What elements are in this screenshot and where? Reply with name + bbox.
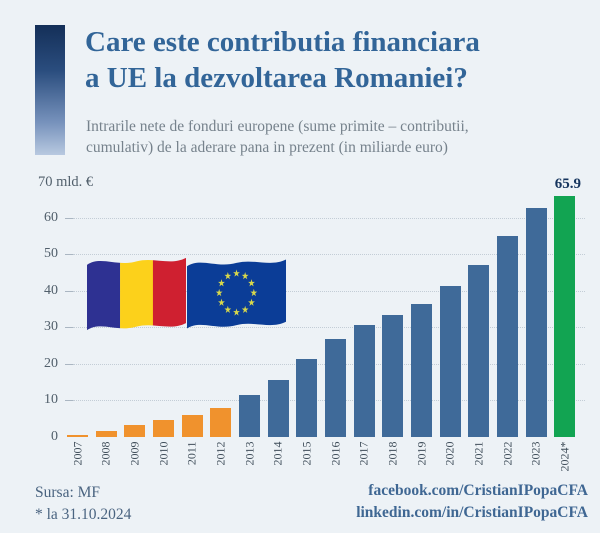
y-tick-label: 30 bbox=[44, 319, 58, 335]
x-tick-label: 2019 bbox=[414, 441, 428, 466]
x-tick-label: 2011 bbox=[184, 441, 199, 466]
x-tick-label: 2016 bbox=[328, 441, 342, 466]
accent-gradient-bar bbox=[35, 25, 65, 155]
facebook-link[interactable]: facebook.com/CristianIPopaCFA bbox=[368, 482, 588, 499]
bar-value-label: 65.9 bbox=[554, 175, 581, 192]
bar-2023 bbox=[525, 207, 547, 437]
y-tick-label: 40 bbox=[44, 282, 58, 298]
bar-2008 bbox=[95, 430, 117, 437]
bar-2013 bbox=[239, 394, 260, 437]
bar-2011 bbox=[181, 415, 203, 437]
y-tick-label: 60 bbox=[44, 209, 58, 225]
y-gridline-tick bbox=[65, 217, 73, 219]
subtitle-line-2: cumulativ) de la aderare pana in prezent… bbox=[86, 139, 448, 156]
bar-2017 bbox=[353, 325, 375, 437]
y-gridline-tick bbox=[65, 363, 73, 365]
y-gridline bbox=[73, 290, 585, 292]
bar-2014 bbox=[267, 379, 289, 437]
x-tick-label: 2007 bbox=[70, 441, 84, 466]
page-title: Care este contributia financiara a UE la… bbox=[85, 24, 590, 96]
x-tick-label: 2021 bbox=[471, 441, 486, 466]
linkedin-link[interactable]: linkedin.com/in/CristianIPopaCFA bbox=[356, 504, 588, 521]
y-gridline bbox=[73, 327, 585, 329]
bar-2009 bbox=[124, 424, 146, 437]
bar-2016 bbox=[325, 339, 346, 437]
x-tick-label: 2024* bbox=[557, 441, 572, 472]
bar-2019 bbox=[411, 303, 432, 437]
subtitle-line-1: Intrarile nete de fonduri europene (sume… bbox=[86, 118, 469, 135]
bar-2021 bbox=[468, 265, 490, 437]
asterisk-note: * la 31.10.2024 bbox=[35, 506, 132, 523]
bar-2012 bbox=[210, 407, 232, 437]
title-line-1: Care este contributia financiara bbox=[85, 26, 480, 58]
x-tick-label: 2022 bbox=[500, 441, 514, 466]
y-tick-label: 10 bbox=[44, 392, 58, 408]
y-gridline-tick bbox=[65, 400, 73, 402]
x-tick-label: 2017 bbox=[356, 441, 371, 466]
chart-subtitle: Intrarile nete de fonduri europene (sume… bbox=[86, 116, 566, 158]
y-tick-label: 20 bbox=[44, 355, 58, 371]
bar-2018 bbox=[382, 314, 404, 437]
x-tick-label: 2023 bbox=[528, 441, 543, 466]
y-gridline-tick bbox=[65, 254, 73, 256]
romania-flag-icon bbox=[87, 257, 186, 331]
source-label: Sursa: MF bbox=[35, 484, 101, 501]
bar-2020 bbox=[439, 286, 461, 437]
bar-2024 bbox=[554, 196, 576, 437]
y-gridline bbox=[73, 217, 585, 219]
x-tick-label: 2015 bbox=[299, 441, 314, 466]
x-tick-label: 2012 bbox=[213, 441, 228, 466]
bar-2015 bbox=[296, 359, 318, 437]
plot-area bbox=[65, 181, 585, 437]
x-tick-label: 2010 bbox=[156, 441, 170, 466]
bar-2010 bbox=[153, 419, 174, 437]
bar-2007 bbox=[67, 434, 88, 437]
x-tick-label: 2013 bbox=[242, 441, 256, 466]
x-tick-label: 2020 bbox=[442, 441, 457, 466]
bar-2022 bbox=[497, 236, 518, 437]
x-tick-label: 2009 bbox=[127, 441, 142, 466]
eu-flag-icon bbox=[187, 259, 286, 329]
x-tick-label: 2014 bbox=[270, 441, 285, 466]
y-gridline-tick bbox=[65, 327, 73, 329]
y-axis-unit-label: 70 mld. € bbox=[38, 174, 94, 190]
y-tick-label: 50 bbox=[44, 246, 58, 262]
y-gridline bbox=[73, 254, 585, 256]
title-line-2: a UE la dezvoltarea Romaniei? bbox=[85, 62, 468, 94]
y-tick-label: 0 bbox=[51, 429, 58, 444]
y-gridline-tick bbox=[65, 290, 73, 292]
x-tick-label: 2018 bbox=[385, 441, 400, 466]
x-tick-label: 2008 bbox=[98, 441, 113, 466]
